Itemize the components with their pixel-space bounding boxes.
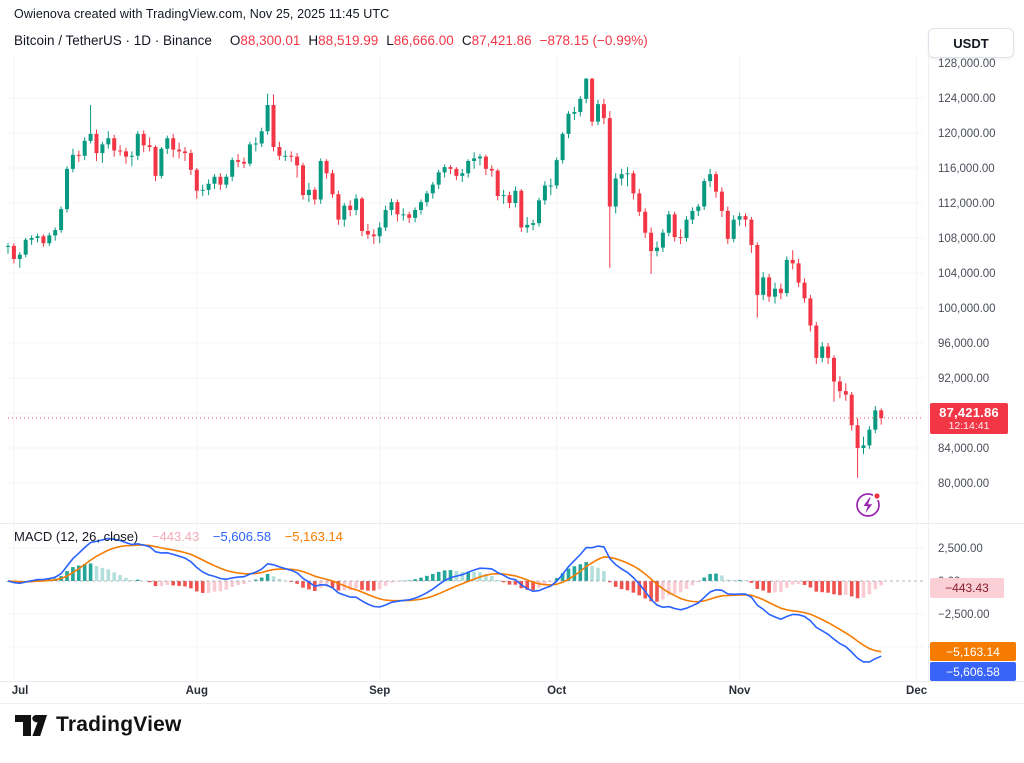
macd-line-value: −5,606.58 xyxy=(212,529,272,544)
currency-toggle-button[interactable]: USDT xyxy=(928,28,1014,58)
open-value: 88,300.01 xyxy=(240,33,301,48)
price-axis-tick: 92,000.00 xyxy=(938,373,989,385)
macd-axis-tick: −2,500.00 xyxy=(938,609,989,621)
current-price-value: 87,421.86 xyxy=(939,405,999,420)
pane-divider[interactable] xyxy=(0,523,1024,524)
time-axis-label: Jul xyxy=(12,685,29,697)
macd-line-badge: −5,606.58 xyxy=(930,662,1016,681)
tradingview-logo-icon xyxy=(15,715,47,736)
lightning-icon xyxy=(856,491,882,517)
flash-ideas-button[interactable] xyxy=(848,483,888,523)
price-axis-divider[interactable] xyxy=(928,56,929,681)
macd-legend[interactable]: MACD (12, 26, close) −443.43 −5,606.58 −… xyxy=(14,529,343,544)
time-axis-label: Aug xyxy=(186,685,208,697)
price-axis-tick: 128,000.00 xyxy=(938,58,996,70)
open-label: O xyxy=(229,33,241,48)
tradingview-logo[interactable]: TradingView xyxy=(14,712,182,738)
price-axis-tick: 100,000.00 xyxy=(938,303,996,315)
price-axis-tick: 108,000.00 xyxy=(938,233,996,245)
close-label: C xyxy=(461,33,472,48)
candles-group xyxy=(6,77,884,478)
time-axis-label: Nov xyxy=(729,685,751,697)
time-axis-label: Oct xyxy=(547,685,566,697)
price-axis-tick: 116,000.00 xyxy=(938,163,995,175)
low-value: 86,666.00 xyxy=(393,33,454,48)
footer-divider xyxy=(0,703,1024,704)
high-value: 88,519.99 xyxy=(318,33,379,48)
time-axis-label: Sep xyxy=(369,685,390,697)
macd-signal-line xyxy=(7,544,882,653)
current-price-label: 87,421.86 12:14:41 xyxy=(930,403,1008,434)
price-axis-tick: 112,000.00 xyxy=(938,198,995,210)
high-label: H xyxy=(308,33,319,48)
macd-axis-tick: 2,500.00 xyxy=(938,543,983,555)
macd-histogram-group xyxy=(6,562,883,602)
tradingview-logo-text: TradingView xyxy=(56,713,182,736)
macd-main-line xyxy=(7,537,882,663)
price-axis-tick: 84,000.00 xyxy=(938,443,989,455)
macd-histogram-badge: −443.43 xyxy=(930,578,1004,598)
low-label: L xyxy=(386,33,394,48)
price-axis-tick: 120,000.00 xyxy=(938,128,996,140)
symbol-info-bar[interactable]: Bitcoin / TetherUS · 1D · Binance O88,300… xyxy=(14,33,648,48)
close-value: 87,421.86 xyxy=(471,33,532,48)
price-axis-tick: 80,000.00 xyxy=(938,478,989,490)
price-axis-tick: 104,000.00 xyxy=(938,268,996,280)
bar-countdown: 12:14:41 xyxy=(948,420,990,432)
currency-label: USDT xyxy=(953,35,989,51)
time-axis-label: Dec xyxy=(906,685,928,697)
symbol-title: Bitcoin / TetherUS · 1D · Binance xyxy=(14,33,212,48)
attribution-text: Owienova created with TradingView.com, N… xyxy=(14,7,390,21)
macd-title: MACD (12, 26, close) xyxy=(14,529,139,544)
macd-histogram-value: −443.43 xyxy=(151,529,200,544)
price-axis-tick: 96,000.00 xyxy=(938,338,989,350)
macd-signal-badge: −5,163.14 xyxy=(930,642,1016,661)
macd-signal-value: −5,163.14 xyxy=(284,529,343,544)
price-axis-tick: 124,000.00 xyxy=(938,93,996,105)
timescale-divider xyxy=(0,681,1024,682)
change-value: −878.15 (−0.99%) xyxy=(539,33,648,48)
